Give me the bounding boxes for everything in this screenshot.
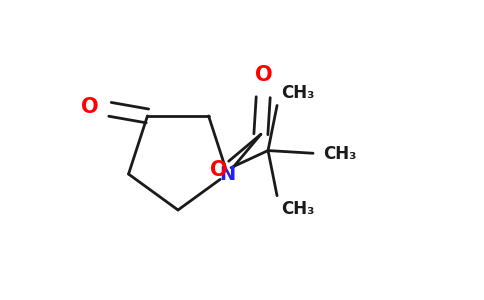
Text: CH₃: CH₃ bbox=[323, 145, 356, 163]
Text: CH₃: CH₃ bbox=[281, 200, 315, 217]
Text: O: O bbox=[81, 97, 99, 117]
Text: O: O bbox=[255, 65, 272, 85]
Text: CH₃: CH₃ bbox=[281, 84, 315, 102]
Text: O: O bbox=[210, 160, 228, 180]
Text: N: N bbox=[219, 165, 236, 184]
